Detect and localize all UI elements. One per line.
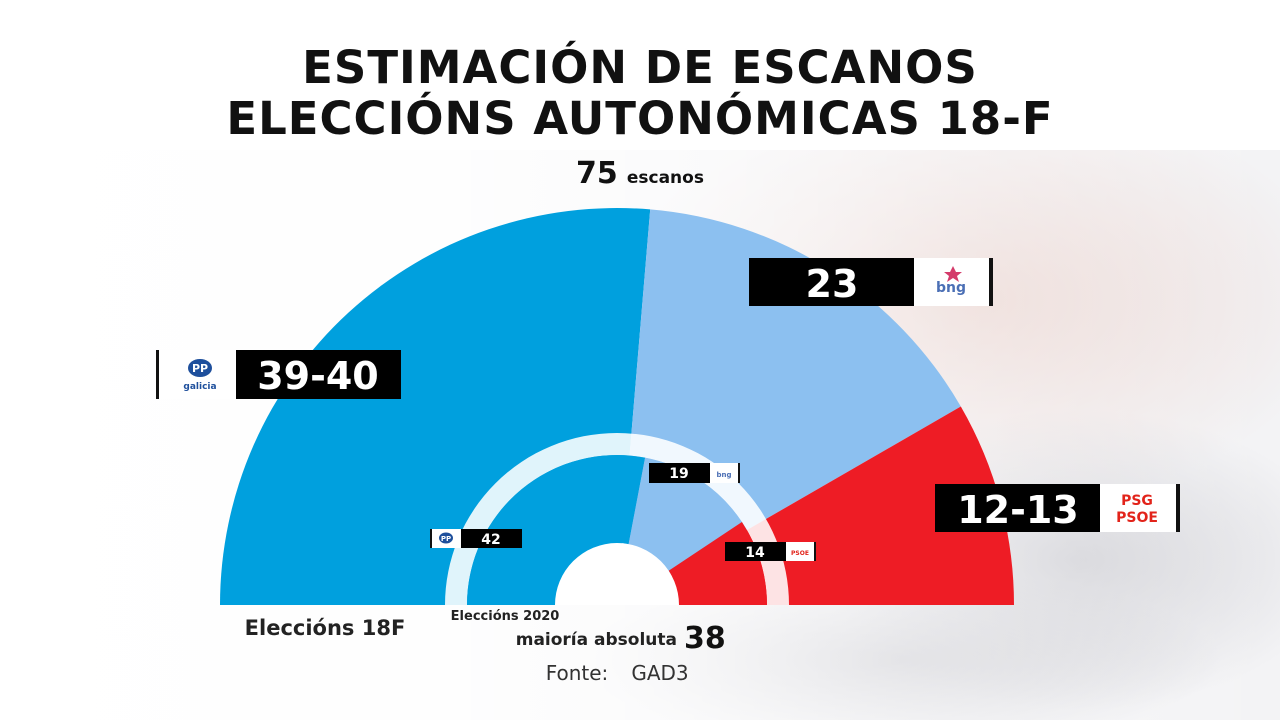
label-psoe-box — [935, 484, 1100, 532]
label-psoe-bar — [1176, 484, 1180, 532]
label-pp-2020-value: 42 — [481, 532, 500, 548]
source-value: GAD3 — [631, 661, 688, 685]
label-pp-2020-bar — [430, 529, 432, 548]
label-pp-box — [236, 350, 401, 399]
ring-2020-center — [555, 542, 679, 605]
caption-2020: Eleccións 2020 — [451, 609, 560, 624]
psoe-logo-subtext: PSOE — [1116, 510, 1158, 526]
psoe-logo-box — [1100, 484, 1176, 532]
slice-bng-2020 — [628, 457, 742, 571]
bng-logo-box — [914, 258, 989, 306]
majority-label: maioría absoluta — [516, 630, 677, 650]
label-bng-2020-value: 19 — [669, 466, 688, 482]
bng-small-logo-text: bng — [716, 471, 731, 479]
total-seats-value: 75 — [576, 156, 618, 191]
slice-pp-2020 — [467, 455, 646, 605]
pp-small-logo-text: PP — [441, 535, 451, 543]
label-bng-value: 23 — [806, 262, 859, 306]
label-psoe-2020-bar — [814, 542, 816, 561]
bng-logo-icon: bng — [936, 266, 966, 296]
label-psoe-2020-box — [725, 542, 786, 561]
source-label: Fonte: — [546, 661, 609, 685]
pp-logo-subtext: galicia — [183, 382, 216, 392]
label-bng-box — [749, 258, 914, 306]
bng-star-icon — [944, 266, 962, 282]
total-seats-label: escanos — [626, 168, 704, 188]
label-psoe-2020: 14 PSOE — [725, 542, 816, 561]
total-seats: 75 escanos — [0, 156, 1280, 191]
pp-logo-icon: PP galicia — [183, 359, 217, 392]
psoe-small-logo-text: PSOE — [791, 550, 809, 557]
chart-title-line-2: ELECCIÓNS AUTONÓMICAS 18-F — [226, 92, 1054, 145]
label-pp-18f: 39-40 PP galicia — [156, 350, 401, 399]
pp-small-logo-icon: PP — [439, 532, 453, 544]
majority-value: 38 — [684, 621, 726, 656]
pp-logo-text: PP — [192, 362, 208, 375]
label-psoe-2020-value: 14 — [745, 545, 765, 561]
label-psoe-value: 12-13 — [957, 488, 1079, 532]
label-bng-18f: 23 bng — [749, 258, 993, 306]
pp-logo-shape — [188, 359, 212, 377]
label-bng-2020-bar — [738, 463, 740, 483]
label-pp-bar — [156, 350, 159, 399]
pp-small-logo-shape — [439, 532, 453, 544]
label-bng-2020-box — [649, 463, 710, 483]
caption-18f: Eleccións 18F — [245, 616, 406, 640]
psoe-logo-text: PSG — [1121, 493, 1153, 509]
label-bng-2020: 19 bng — [649, 463, 740, 483]
label-pp-2020: PP 42 — [430, 529, 522, 548]
label-pp-2020-box — [461, 529, 522, 548]
bng-small-logo-box — [710, 463, 738, 483]
bng-logo-text: bng — [936, 280, 966, 296]
psoe-small-logo-box — [786, 542, 814, 561]
label-pp-value: 39-40 — [257, 354, 379, 398]
label-bng-bar — [989, 258, 993, 306]
chart-title-line-1: ESTIMACIÓN DE ESCANOS — [302, 41, 978, 94]
